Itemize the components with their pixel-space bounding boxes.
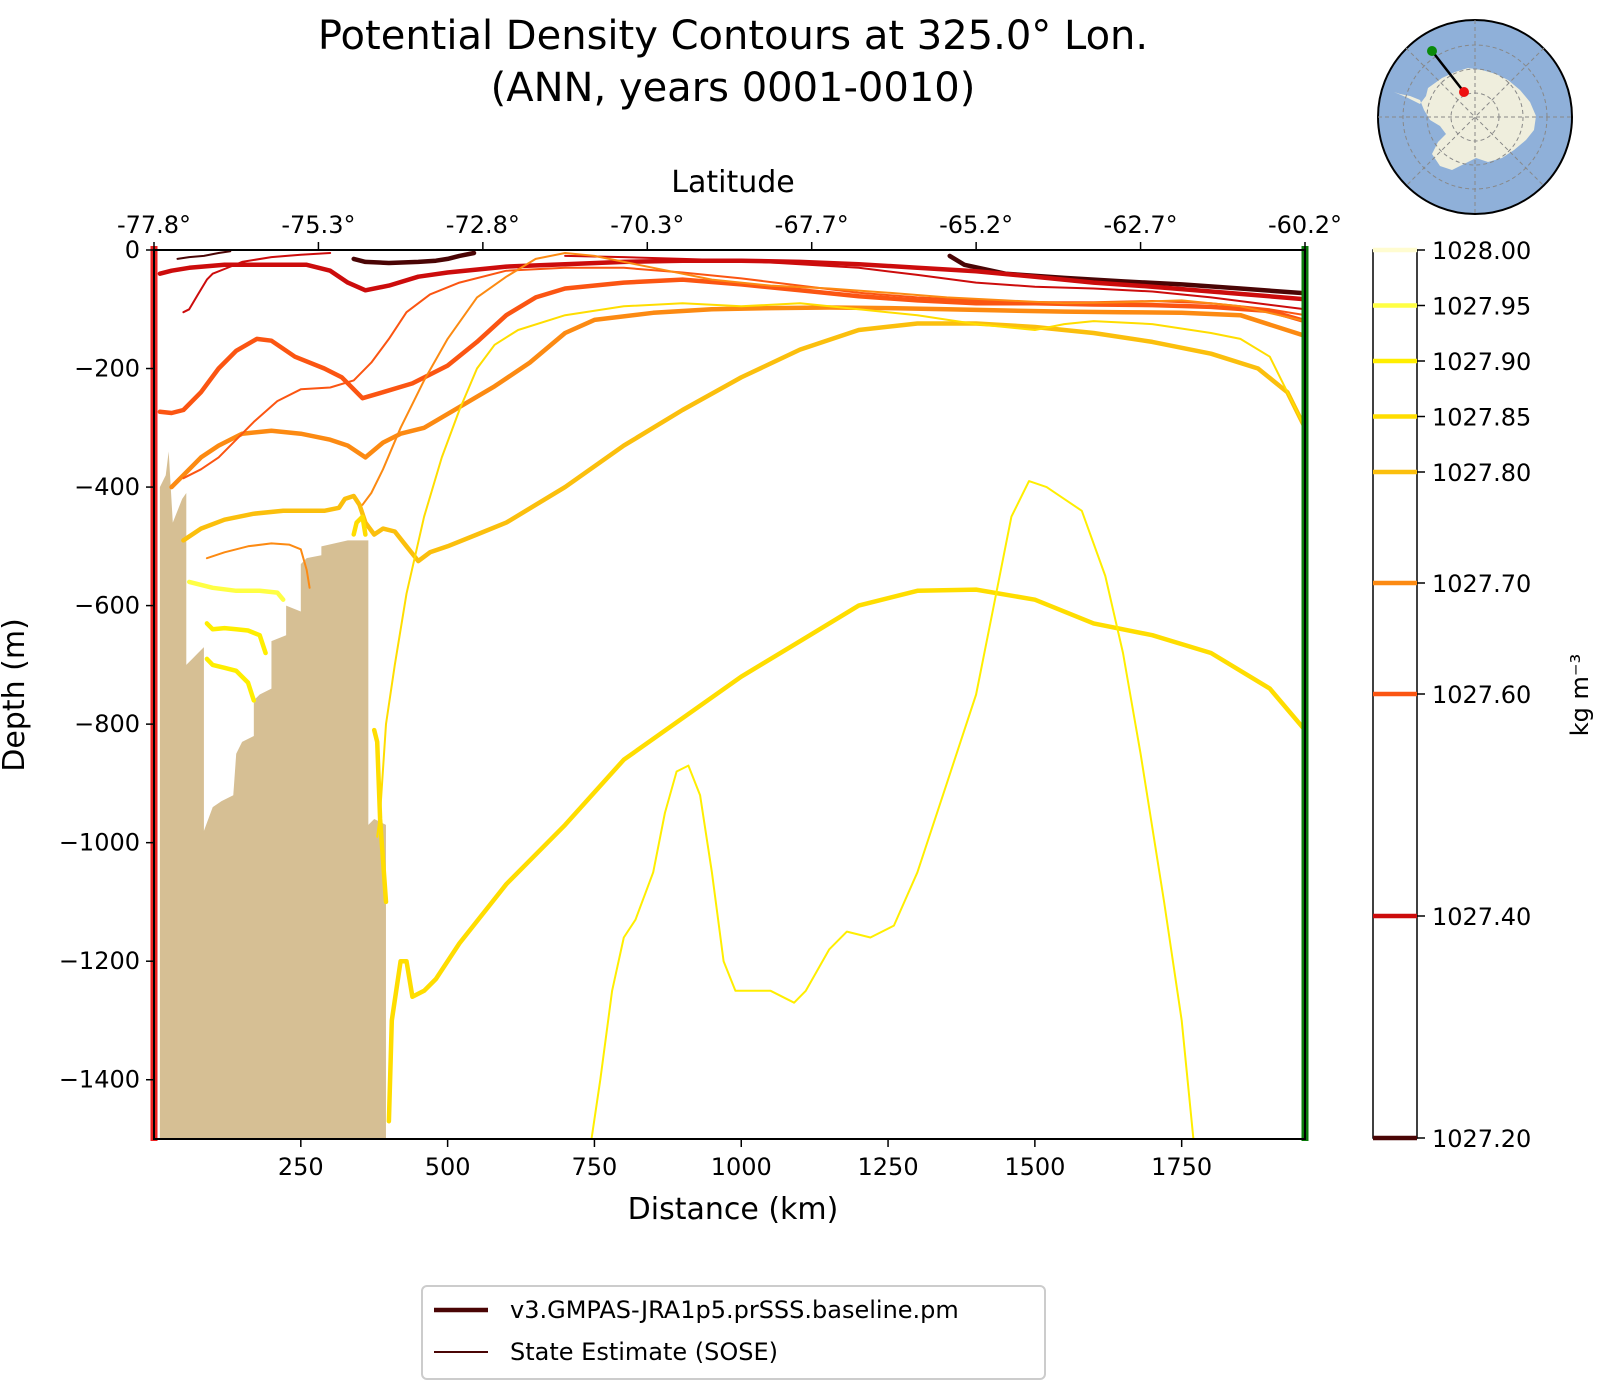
y-tick-label: −200 xyxy=(74,355,140,383)
latitude-tick-label: -67.7° xyxy=(775,211,849,239)
colorbar-tick-label: 1027.90 xyxy=(1432,348,1531,376)
contour-sose-1027-7-seg-0 xyxy=(361,252,1305,506)
y-axis-label: Depth (m) xyxy=(0,618,32,772)
antarctic-inset-map xyxy=(1377,19,1573,215)
y-tick-label: −1000 xyxy=(59,829,140,857)
bathymetry-fill xyxy=(159,451,386,1139)
chart-title-line-1: Potential Density Contours at 325.0° Lon… xyxy=(318,13,1148,59)
x-axis-ticks: 250 500 750 1000 1250 1500 1750 xyxy=(278,1139,1212,1181)
contour-sose-1027-2-seg-0 xyxy=(176,250,232,260)
latitude-tick-label: -62.7° xyxy=(1104,211,1178,239)
x-axis-label: Distance (km) xyxy=(628,1192,839,1227)
latitude-axis-ticks: -77.8° -75.3° -72.8° -70.3° -67.7° -65.2° -62.… xyxy=(117,211,1342,250)
colorbar-tick-label: 1027.80 xyxy=(1432,459,1531,487)
contour-model-1027-2-seg-0 xyxy=(947,253,1305,296)
colorbar-tick-label: 1027.40 xyxy=(1432,903,1531,931)
inset-map-antarctica-land xyxy=(1394,68,1536,170)
contour-model-1027-9-seg-1 xyxy=(204,656,257,703)
contour-model-1027-6-seg-0 xyxy=(157,277,1305,416)
y-tick-label: −800 xyxy=(74,710,140,738)
colorbar-tick-label: 1027.20 xyxy=(1432,1125,1531,1153)
latitude-tick-label: -75.3° xyxy=(281,211,355,239)
legend: v3.GMPAS-JRA1p5.prSSS.baseline.pm State … xyxy=(421,1285,1046,1380)
colorbar-tick-label: 1027.60 xyxy=(1432,681,1531,709)
x-tick-label: 750 xyxy=(572,1153,618,1181)
x-tick-label: 1000 xyxy=(711,1153,772,1181)
latitude-tick-label: -60.2° xyxy=(1268,211,1342,239)
colorbar-tick-label: 1027.95 xyxy=(1432,293,1531,321)
contour-model-1027-95-seg-0 xyxy=(186,579,286,602)
contour-model-1027-2-seg-1 xyxy=(351,250,477,266)
contour-sose-1027-7-seg-1 xyxy=(205,542,311,589)
contour-model-1027-85-seg-1 xyxy=(351,514,368,537)
contour-model-1027-4-seg-0 xyxy=(157,258,1305,302)
latitude-axis-label: Latitude xyxy=(671,165,794,200)
inset-map-start-marker xyxy=(1459,87,1469,97)
legend-entry-model: v3.GMPAS-JRA1p5.prSSS.baseline.pm xyxy=(510,1296,959,1324)
colorbar-levels: 1028.00 1027.95 1027.90 1027.85 1027.80 1027.… xyxy=(1373,237,1531,1153)
contour-sose-1027-4-seg-0 xyxy=(182,252,332,314)
bathymetry-layer xyxy=(159,451,386,1139)
y-axis-ticks: 0 −200 −400 −600 −800 −1000 −1200 −1400 xyxy=(59,236,154,1094)
x-tick-label: 1750 xyxy=(1151,1153,1212,1181)
contour-sose-1027-85-seg-0 xyxy=(376,302,1305,838)
colorbar-label: kg m⁻³ xyxy=(1566,654,1594,736)
inset-map-end-marker xyxy=(1427,46,1437,56)
y-tick-label: −1200 xyxy=(59,947,140,975)
contour-sose-1027-4-seg-1 xyxy=(564,254,1305,311)
contour-model-1027-9-seg-0 xyxy=(204,621,268,656)
y-tick-label: 0 xyxy=(125,236,140,264)
latitude-tick-label: -70.3° xyxy=(610,211,684,239)
chart-title-line-2: (ANN, years 0001-0010) xyxy=(491,65,976,111)
latitude-tick-label: -72.8° xyxy=(446,211,520,239)
plot-frame xyxy=(153,249,1306,1140)
latitude-tick-label: -65.2° xyxy=(939,211,1013,239)
colorbar-tick-label: 1027.70 xyxy=(1432,570,1531,598)
colorbar-tick-label: 1027.85 xyxy=(1432,404,1531,432)
y-tick-label: −600 xyxy=(74,592,140,620)
x-tick-label: 500 xyxy=(425,1153,471,1181)
legend-entry-sose: State Estimate (SOSE) xyxy=(510,1338,778,1366)
contour-model-1027-85-seg-0 xyxy=(386,587,1305,1124)
y-tick-label: −1400 xyxy=(59,1066,140,1094)
y-tick-label: −400 xyxy=(74,473,140,501)
legend-box xyxy=(421,1285,1046,1380)
x-tick-label: 1500 xyxy=(1004,1153,1065,1181)
x-tick-label: 250 xyxy=(278,1153,324,1181)
colorbar-tick-label: 1028.00 xyxy=(1432,237,1531,265)
contour-series-layer xyxy=(157,250,1305,1139)
contour-model-1027-7-seg-0 xyxy=(169,305,1305,490)
inset-map-graticule xyxy=(1378,20,1572,214)
x-tick-label: 1250 xyxy=(858,1153,919,1181)
contour-model-1027-85-seg-2 xyxy=(371,727,389,905)
latitude-tick-label: -77.8° xyxy=(117,211,191,239)
inset-map-section-line xyxy=(1431,50,1465,93)
contour-sose-1027-9-seg-0 xyxy=(590,480,1195,1139)
